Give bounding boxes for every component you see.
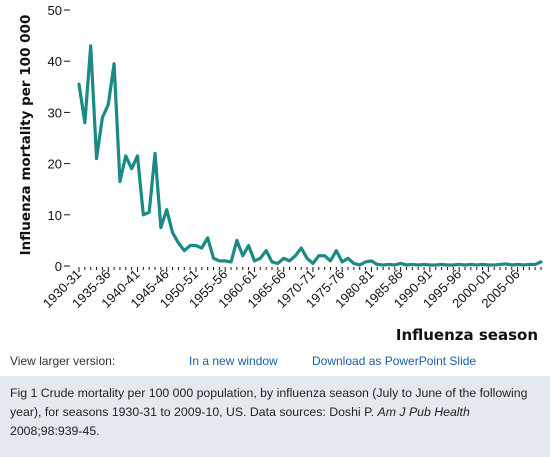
x-axis: 1930-311935-361940-411945-461950-511955-… <box>40 267 542 311</box>
mortality-line-chart: 0 10 20 30 40 50 1930-311935-361940-411945-46… <box>18 3 543 344</box>
view-larger-label: View larger version: <box>10 354 116 368</box>
series-line <box>77 44 543 267</box>
y-tick-label: 10 <box>48 208 62 223</box>
y-tick-label: 40 <box>48 54 62 69</box>
caption-journal: Am J Pub Health <box>377 405 470 419</box>
y-axis: 0 10 20 30 40 50 <box>48 3 70 274</box>
new-window-link[interactable]: In a new window <box>189 354 278 368</box>
y-tick-label: 0 <box>55 259 62 274</box>
powerpoint-download-link[interactable]: Download as PowerPoint Slide <box>312 354 477 368</box>
x-axis-title: Influenza season <box>396 326 538 344</box>
y-axis-title: Influenza mortality per 100 000 <box>18 15 34 256</box>
y-tick-label: 50 <box>48 3 62 18</box>
plot-area <box>77 44 543 267</box>
figure-links-bar: View larger version: In a new window Dow… <box>0 346 550 376</box>
y-tick-label: 30 <box>48 105 62 120</box>
figure-caption: Fig 1 Crude mortality per 100 000 popula… <box>0 376 550 457</box>
caption-text-part1: Fig 1 Crude mortality per 100 000 popula… <box>10 386 528 419</box>
caption-text-part2: 2008;98:939-45. <box>10 424 100 438</box>
y-tick-label: 20 <box>48 157 62 172</box>
chart-area: 0 10 20 30 40 50 1930-31 1935-36 1940-41 1945-46… <box>18 3 543 344</box>
